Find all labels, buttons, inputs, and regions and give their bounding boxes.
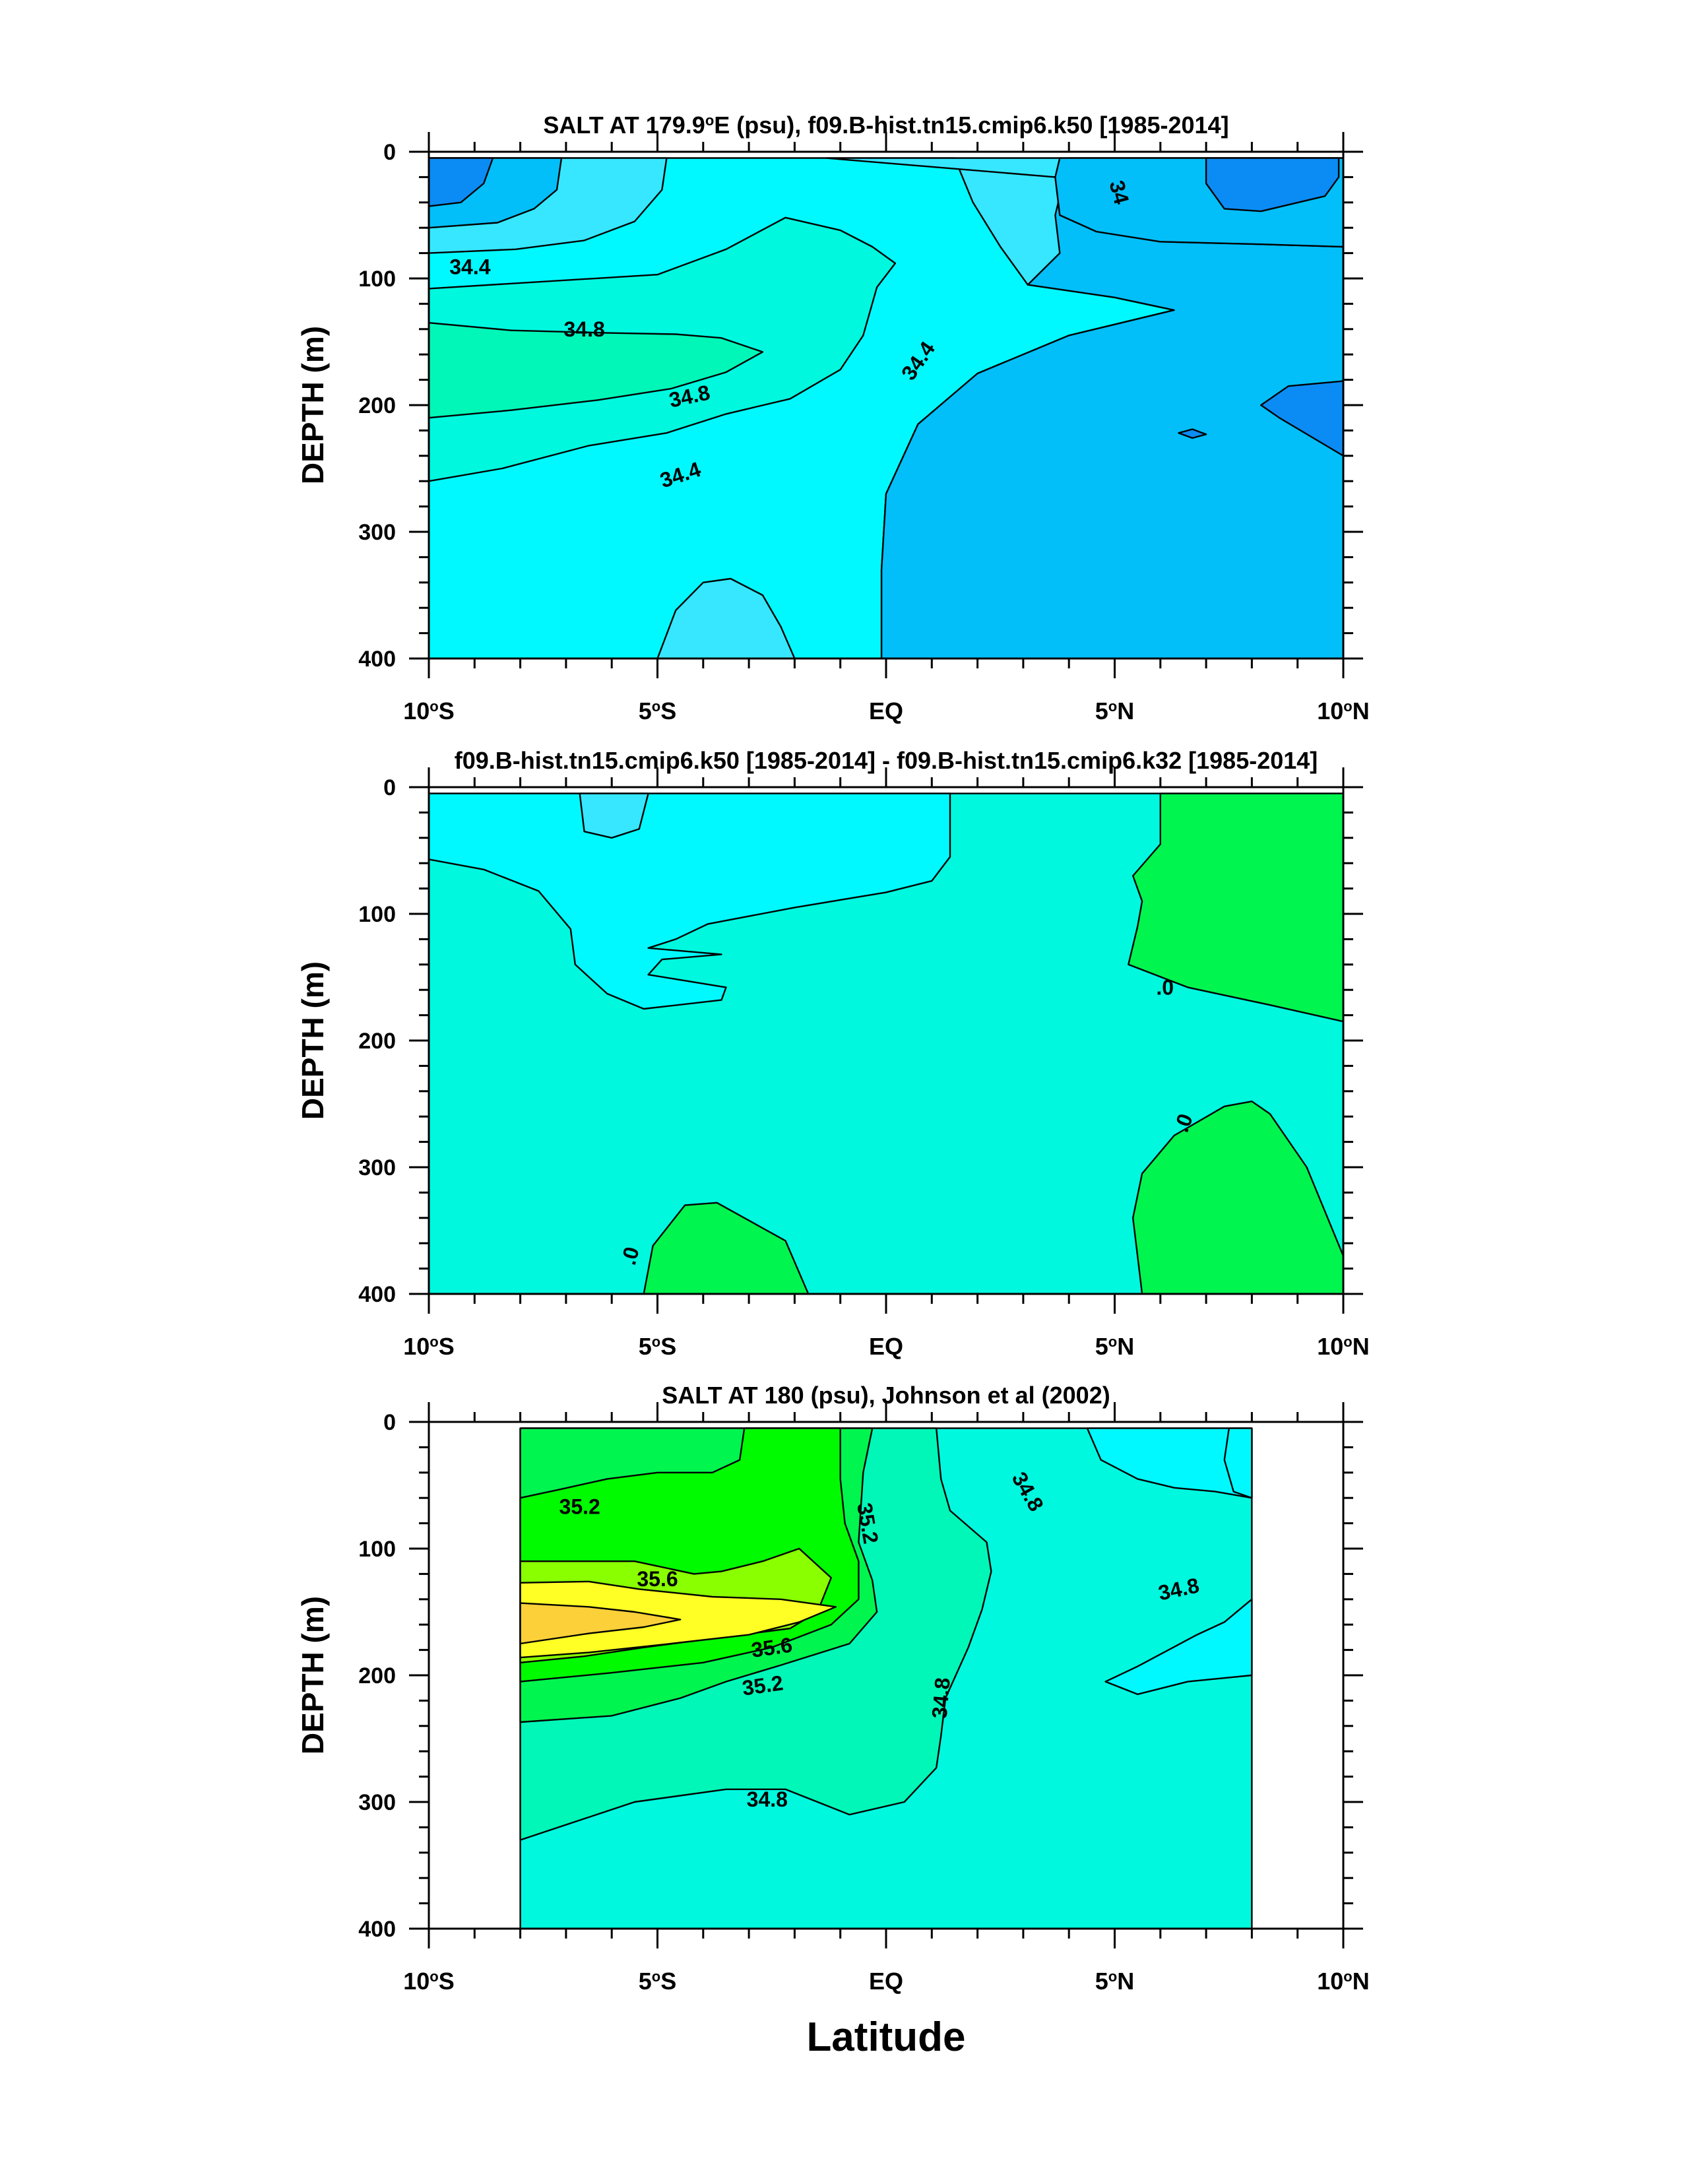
y-tick-label: 100 [358,1537,396,1562]
contour-region-pos [1128,792,1343,1023]
contour-region-s34_8 [429,322,764,419]
y-tick-label: 0 [383,140,396,165]
y-tick-label: 0 [383,1410,396,1435]
x-tick-label: EQ [869,697,903,724]
contour-label: 35.6 [637,1567,678,1591]
x-tick-label: 10oN [1317,697,1370,724]
panel-2: f09.B-hist.tn15.cmip6.k50 [1985-2014] - … [296,747,1370,1360]
x-tick-label: 10oN [1317,1333,1370,1360]
y-tick-label: 0 [383,775,396,800]
contour-region-s33_8 [1178,428,1207,439]
contour-field [429,792,1343,1294]
y-tick-label: 300 [358,1790,396,1815]
y-tick-label: 200 [358,393,396,418]
y-tick-label: 300 [358,520,396,545]
x-tick-label: 10oN [1317,1968,1370,1995]
panel-3: SALT AT 180 (psu), Johnson et al (2002)3… [296,1382,1370,1995]
y-tick-label: 400 [358,647,396,672]
contour-label: 34.8 [928,1677,955,1719]
contour-region-s34_6 [1104,1598,1253,1696]
contour-region-neg1 [429,792,951,1010]
x-axis-title: Latitude [806,2014,965,2060]
contour-region-s33_8 [1205,157,1340,212]
y-tick-label: 100 [358,267,396,292]
x-tick-label: 10oS [403,1333,455,1360]
x-tick-label: 5oN [1095,1968,1134,1995]
y-tick-label: 400 [358,1282,396,1307]
y-tick-label: 200 [358,1029,396,1054]
contour-label: 34.8 [563,317,604,341]
contour-region-s34_0 [880,157,1343,658]
contour-label: 34.8 [747,1787,788,1811]
y-axis-title: DEPTH (m) [296,326,330,484]
x-tick-label: 5oS [639,1333,677,1360]
contour-region-pos [1131,1100,1343,1294]
contour-label: 35.2 [741,1671,785,1700]
y-tick-label: 200 [358,1663,396,1688]
x-tick-label: 10oS [403,697,455,724]
y-tick-label: 400 [358,1917,396,1942]
x-tick-label: 5oS [639,1968,677,1995]
contour-region-s36_0 [519,1602,682,1645]
contour-region-s34_2 [656,577,796,658]
x-tick-label: EQ [869,1968,903,1995]
y-tick-label: 300 [358,1155,396,1180]
x-tick-label: 5oN [1095,697,1134,724]
panel-1: SALT AT 179.9oE (psu), f09.B-hist.tn15.c… [296,112,1370,724]
contour-field [519,1427,1253,1929]
y-axis-title: DEPTH (m) [296,1596,330,1754]
x-tick-label: 10oS [403,1968,455,1995]
contour-region-s33_8 [429,157,494,207]
x-tick-label: 5oS [639,697,677,724]
contour-field [429,157,1343,658]
contour-label: 35.6 [749,1633,794,1662]
contour-label: .0 [1156,975,1174,999]
y-axis-title: DEPTH (m) [296,961,330,1120]
contour-region-s34_6 [1223,1427,1253,1499]
y-tick-label: 100 [358,902,396,927]
x-tick-label: EQ [869,1333,903,1360]
contour-region-pos [643,1202,810,1294]
contour-region-s33_8 [1260,380,1343,457]
contour-label: 35.2 [559,1495,600,1519]
x-tick-label: 5oN [1095,1333,1134,1360]
contour-label: 34.4 [449,255,490,279]
contour-region-neg2 [579,792,649,839]
